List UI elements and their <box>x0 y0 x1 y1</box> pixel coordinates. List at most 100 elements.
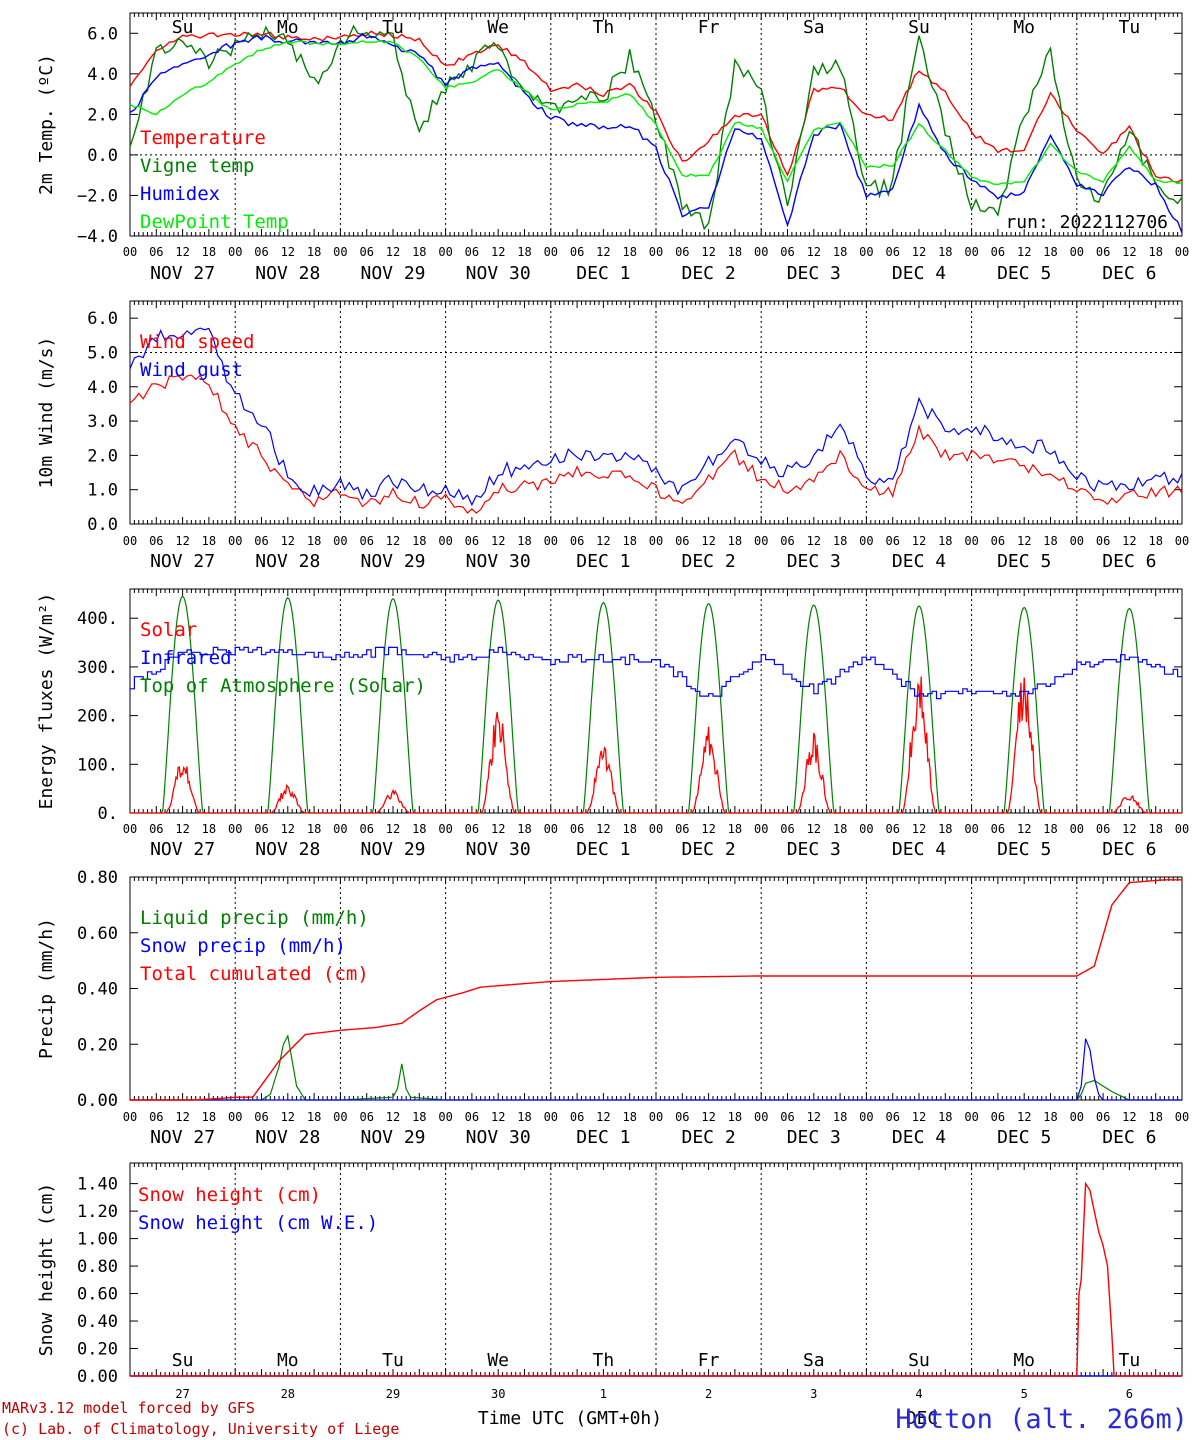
hour-label: 00 <box>544 822 558 836</box>
weekday-label: Tu <box>1119 17 1141 38</box>
y-tick-label: 6.0 <box>87 309 118 329</box>
hour-label: 12 <box>1122 534 1136 548</box>
hour-label: 18 <box>938 822 952 836</box>
hour-label: 06 <box>254 822 268 836</box>
bottom-overlap-label: DEC <box>906 1408 939 1429</box>
hour-label: 06 <box>465 245 479 259</box>
hour-label: 12 <box>175 1110 189 1124</box>
hour-label: 06 <box>780 822 794 836</box>
hour-label: 18 <box>412 534 426 548</box>
hour-label: 00 <box>859 534 873 548</box>
date-label: DEC 1 <box>576 263 630 284</box>
hour-label: 00 <box>859 1110 873 1124</box>
hour-label: 18 <box>517 822 531 836</box>
hour-label: 06 <box>885 245 899 259</box>
hour-label: 00 <box>544 245 558 259</box>
hour-label: 06 <box>1096 245 1110 259</box>
hour-label: 06 <box>570 245 584 259</box>
hour-label: 18 <box>1148 1110 1162 1124</box>
weekday-label: Fr <box>698 1350 720 1371</box>
legend-entry: Top of Atmosphere (Solar) <box>140 675 426 697</box>
energy-flux-panel: 400. 300. 200. 100. 0. Energy fluxes (W/m²) 00… <box>36 588 1189 860</box>
hour-label: 00 <box>438 245 452 259</box>
weekday-label: Tu <box>382 17 404 38</box>
legend-entry: Wind speed <box>140 331 254 353</box>
hour-label: 18 <box>202 1110 216 1124</box>
legend-entry: Humidex <box>140 183 220 205</box>
hour-label: 00 <box>544 1110 558 1124</box>
hour-label: 18 <box>202 822 216 836</box>
hour-label: 06 <box>885 534 899 548</box>
snow-precip-line <box>130 1038 1182 1101</box>
cumulated-precip-line <box>130 879 1182 1101</box>
date-label: DEC 1 <box>576 551 630 572</box>
weekday-label: Th <box>593 1350 615 1371</box>
hour-label: 12 <box>175 534 189 548</box>
date-label: NOV 27 <box>150 551 215 572</box>
hour-label: 18 <box>622 1110 636 1124</box>
hour-label: 12 <box>281 822 295 836</box>
date-label: DEC 1 <box>576 1127 630 1148</box>
hour-label: 06 <box>254 245 268 259</box>
hour-label: 12 <box>596 534 610 548</box>
hour-label: 00 <box>438 534 452 548</box>
hour-label: 06 <box>570 534 584 548</box>
hour-label: 06 <box>991 534 1005 548</box>
hour-label: 06 <box>465 1110 479 1124</box>
hour-label: 12 <box>1122 245 1136 259</box>
hour-label: 12 <box>386 534 400 548</box>
date-label: DEC 4 <box>892 551 946 572</box>
date-label: NOV 29 <box>360 263 425 284</box>
weekday-label: Su <box>172 1350 194 1371</box>
weekday-label: We <box>487 1350 509 1371</box>
y-tick-label: 2.0 <box>87 446 118 466</box>
hour-label: 12 <box>1017 245 1031 259</box>
day-number: 4 <box>915 1387 922 1401</box>
hour-label: 18 <box>728 534 742 548</box>
hour-ticks <box>129 13 1183 236</box>
hour-label: 06 <box>780 534 794 548</box>
hour-label: 00 <box>964 245 978 259</box>
hour-label: 06 <box>780 1110 794 1124</box>
hour-label: 18 <box>728 1110 742 1124</box>
hour-label: 00 <box>754 822 768 836</box>
weekday-label: Th <box>593 17 615 38</box>
weekday-label: Su <box>172 17 194 38</box>
hour-label: 12 <box>1017 822 1031 836</box>
day-number: 1 <box>600 1387 607 1401</box>
hour-label: 00 <box>1070 822 1084 836</box>
hour-label: 00 <box>333 1110 347 1124</box>
hour-label: 00 <box>228 245 242 259</box>
hour-label: 06 <box>675 534 689 548</box>
legend-entry: DewPoint Temp <box>140 211 289 233</box>
hour-label: 12 <box>912 822 926 836</box>
hour-label: 00 <box>1070 245 1084 259</box>
hour-ticks <box>129 301 1183 524</box>
y-tick-label: 0.60 <box>77 1285 118 1305</box>
day-number: 30 <box>491 1387 505 1401</box>
hour-label: 12 <box>596 822 610 836</box>
legend-entry: Wind gust <box>140 359 243 381</box>
date-label: DEC 3 <box>787 1127 841 1148</box>
hour-label: 18 <box>1043 1110 1057 1124</box>
hour-label: 12 <box>807 534 821 548</box>
series-line <box>129 39 1183 186</box>
date-label: DEC 5 <box>997 263 1051 284</box>
day-number: 6 <box>1126 1387 1133 1401</box>
y-axis-label: Energy fluxes (W/m²) <box>36 593 57 810</box>
date-label: NOV 27 <box>150 1127 215 1148</box>
hour-label: 12 <box>912 1110 926 1124</box>
y-tick-label: −4.0 <box>77 227 118 247</box>
footer-line-2: (c) Lab. of Climatology, University of L… <box>2 1420 399 1438</box>
hour-label: 00 <box>859 245 873 259</box>
hour-label: 06 <box>359 1110 373 1124</box>
y-tick-label: 2.0 <box>87 105 118 125</box>
y-tick-label: 0.40 <box>77 1312 118 1332</box>
hour-label: 06 <box>991 245 1005 259</box>
y-tick-label: 1.00 <box>77 1230 118 1250</box>
date-label: DEC 5 <box>997 839 1051 860</box>
hour-label: 12 <box>807 245 821 259</box>
hour-label: 12 <box>596 245 610 259</box>
y-tick-label: 0.20 <box>77 1035 118 1055</box>
day-number: 28 <box>281 1387 295 1401</box>
